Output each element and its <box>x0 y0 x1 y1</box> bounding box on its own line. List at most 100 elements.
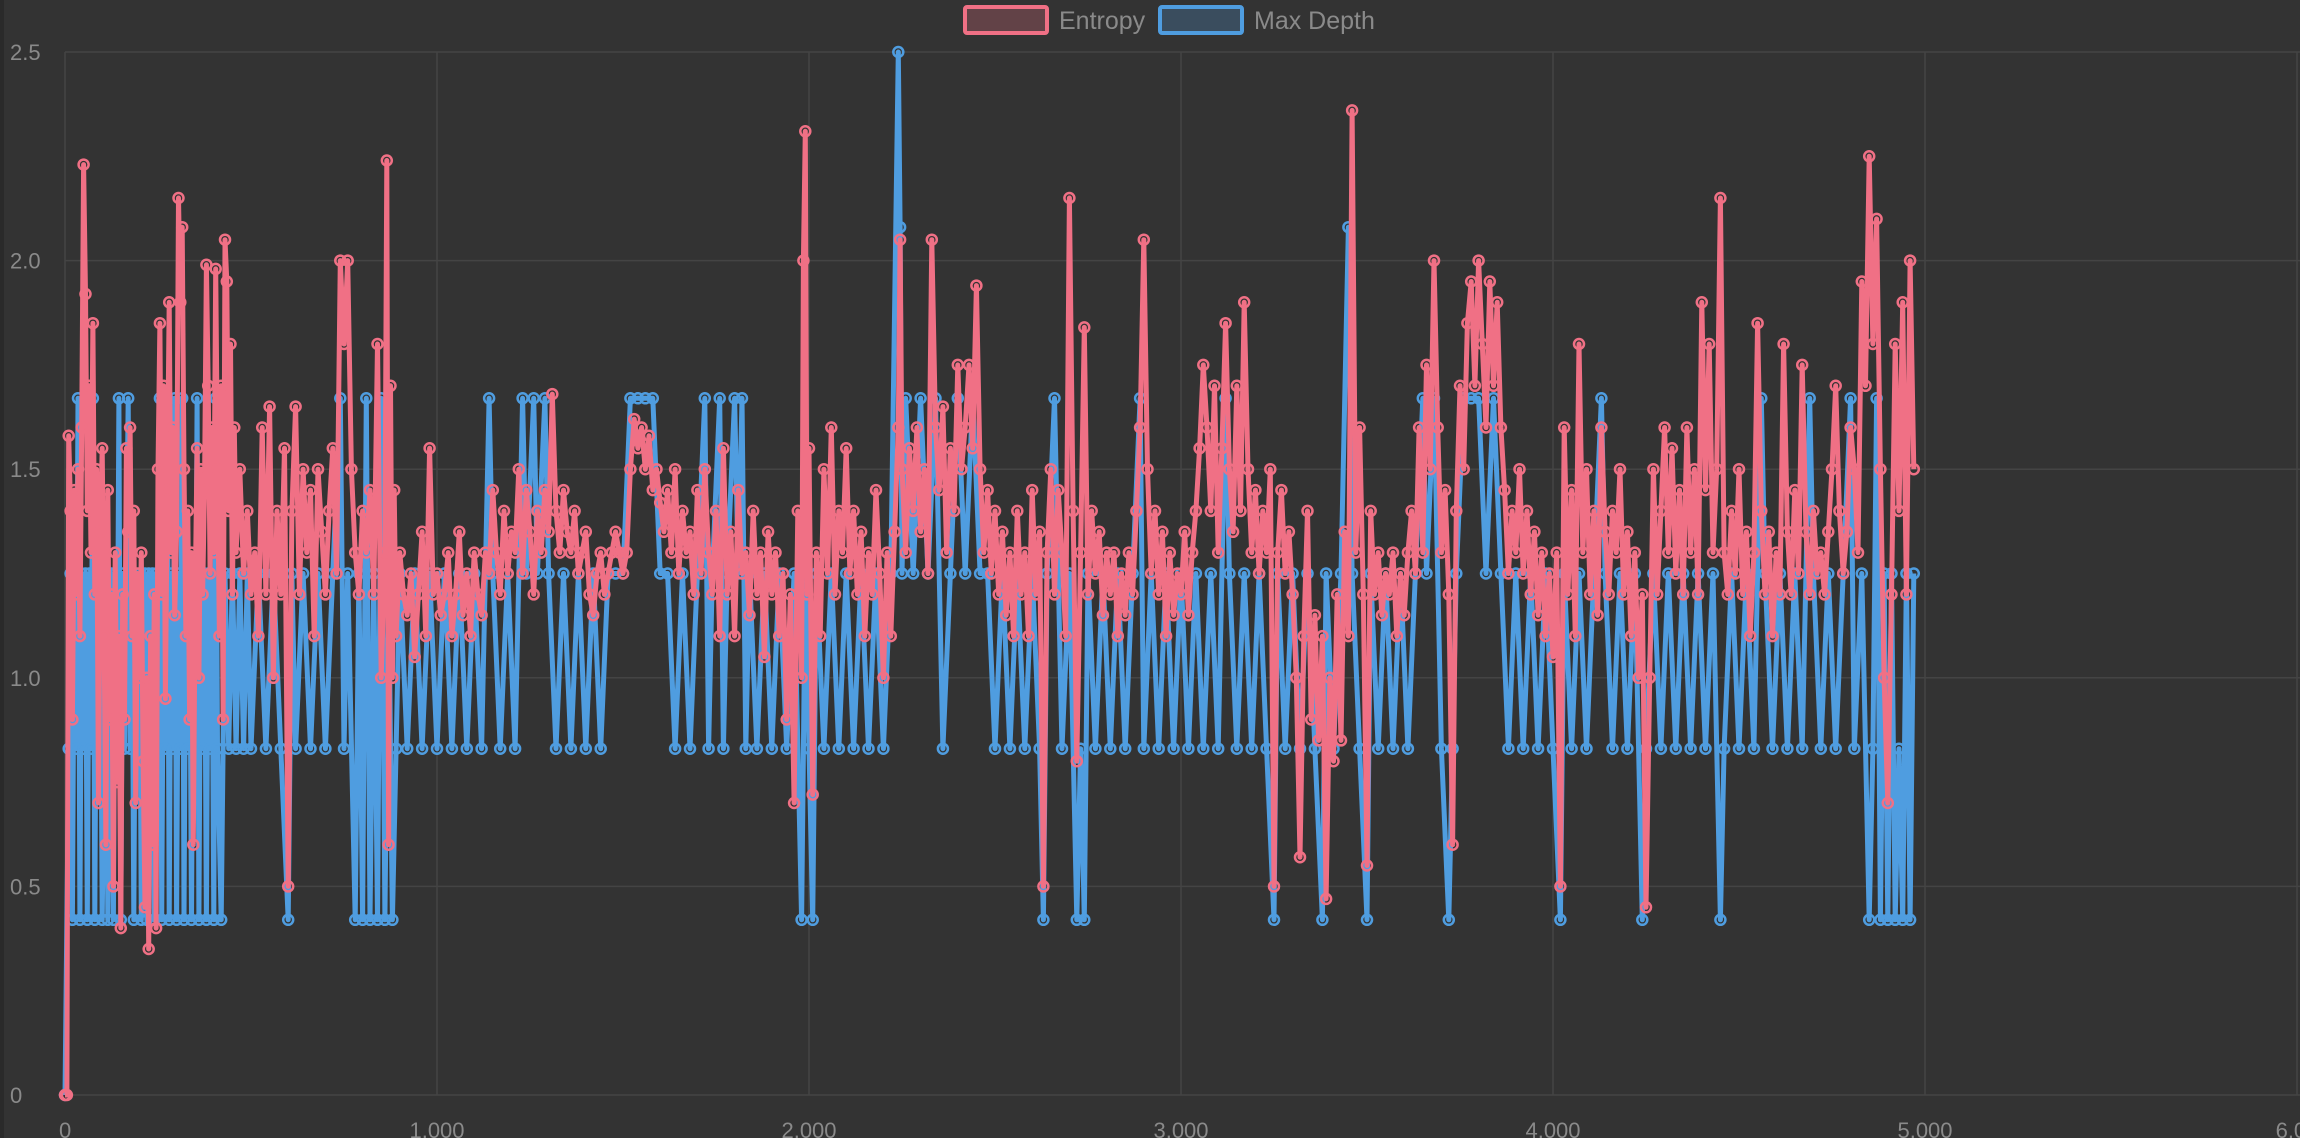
data-point <box>125 629 139 643</box>
data-point <box>101 913 115 927</box>
data-point <box>209 262 222 276</box>
data-point <box>546 387 559 401</box>
data-point <box>138 901 152 914</box>
data-point <box>293 588 306 601</box>
data-point <box>177 462 191 476</box>
data-point <box>1609 546 1623 559</box>
data-point <box>627 412 641 426</box>
data-point <box>1063 191 1076 205</box>
data-point <box>1654 504 1668 518</box>
data-point <box>1371 742 1385 755</box>
data-point <box>1561 588 1575 601</box>
data-point <box>743 608 756 622</box>
data-point <box>1717 546 1731 559</box>
data-point <box>962 358 976 372</box>
data-point <box>1301 504 1314 518</box>
data-point <box>1193 442 1206 455</box>
data-point <box>624 392 637 405</box>
data-point <box>1874 462 1887 476</box>
data-point <box>170 913 183 927</box>
data-point <box>1386 546 1400 559</box>
data-point <box>1275 483 1288 497</box>
data-point <box>542 567 555 580</box>
data-point <box>1364 504 1377 518</box>
data-point <box>549 504 563 518</box>
data-point <box>71 462 85 476</box>
data-point <box>1729 567 1742 580</box>
data-point <box>1394 567 1407 580</box>
data-point <box>1531 608 1545 622</box>
data-point <box>341 254 354 267</box>
data-point <box>1349 546 1363 559</box>
data-point <box>1807 504 1820 518</box>
data-point <box>1104 742 1117 755</box>
data-point <box>1565 483 1578 497</box>
data-point <box>386 671 399 685</box>
data-point <box>1237 296 1251 309</box>
data-point <box>69 588 83 601</box>
data-point <box>1896 913 1909 927</box>
data-point <box>1144 567 1158 580</box>
data-point <box>988 504 1002 518</box>
data-point <box>572 567 585 580</box>
legend-item-max-depth[interactable]: Max Depth <box>1158 5 1375 35</box>
data-point <box>1003 546 1017 559</box>
data-point <box>754 546 767 559</box>
grid-lines <box>64 51 2300 1096</box>
data-point <box>1461 316 1474 330</box>
data-point <box>642 429 656 443</box>
data-point <box>1799 525 1813 539</box>
data-point <box>646 483 660 497</box>
data-point <box>1048 392 1061 405</box>
data-point <box>241 504 254 518</box>
data-point <box>397 588 410 601</box>
data-point <box>237 742 250 755</box>
data-point <box>683 525 697 539</box>
data-point <box>1896 296 1909 309</box>
data-point <box>151 462 165 476</box>
data-point <box>958 421 972 434</box>
data-point <box>200 913 213 927</box>
data-point <box>1877 671 1891 685</box>
data-point <box>493 742 507 755</box>
data-point <box>1237 567 1251 580</box>
data-point <box>657 525 671 539</box>
data-point <box>192 671 206 685</box>
data-point <box>1621 742 1634 755</box>
data-point <box>579 742 593 755</box>
data-point <box>1230 379 1244 393</box>
data-point <box>702 742 715 755</box>
data-point <box>1159 629 1173 643</box>
data-point <box>702 546 715 559</box>
data-point <box>929 421 942 434</box>
data-point <box>175 220 189 234</box>
data-point <box>1702 337 1716 351</box>
data-point <box>1230 742 1244 755</box>
data-point <box>1070 754 1084 768</box>
data-point <box>977 546 991 559</box>
data-point <box>1104 588 1117 601</box>
data-point <box>1383 588 1396 601</box>
data-point <box>475 742 488 755</box>
data-point <box>263 400 276 413</box>
data-point <box>73 913 87 927</box>
data-point <box>108 546 122 559</box>
legend-item-entropy[interactable]: Entropy <box>963 5 1146 35</box>
data-point <box>278 442 291 455</box>
data-point <box>1539 629 1552 643</box>
data-point <box>103 713 116 726</box>
data-point <box>81 504 94 518</box>
data-point <box>214 379 228 393</box>
data-point <box>224 337 237 351</box>
data-point <box>311 462 325 476</box>
data-point <box>174 742 187 755</box>
data-point <box>586 608 600 622</box>
data-point <box>1308 608 1322 622</box>
legend[interactable]: Entropy Max Depth <box>963 5 1375 35</box>
data-point <box>1550 546 1563 559</box>
data-point <box>944 442 957 455</box>
data-point <box>635 421 648 434</box>
data-point <box>1163 546 1177 559</box>
data-point <box>1353 421 1366 434</box>
